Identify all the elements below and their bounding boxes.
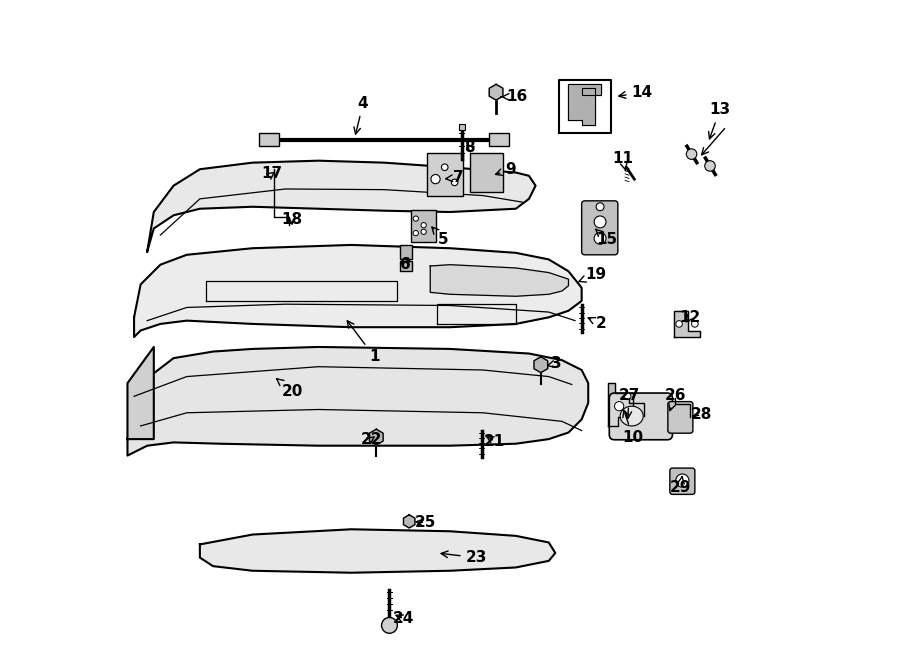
Circle shape: [413, 231, 418, 236]
Text: 28: 28: [691, 407, 712, 422]
Circle shape: [441, 164, 448, 171]
Polygon shape: [569, 84, 601, 125]
Text: 13: 13: [708, 102, 731, 139]
Text: 5: 5: [432, 227, 449, 247]
Circle shape: [421, 223, 427, 228]
Circle shape: [691, 321, 698, 327]
Polygon shape: [128, 347, 589, 455]
Circle shape: [382, 617, 397, 633]
Circle shape: [676, 474, 688, 487]
Circle shape: [431, 175, 440, 184]
Text: 26: 26: [664, 387, 686, 410]
Text: 24: 24: [393, 611, 415, 627]
Text: 27: 27: [618, 387, 640, 418]
FancyBboxPatch shape: [581, 201, 617, 254]
Bar: [459, 124, 465, 130]
Polygon shape: [534, 357, 548, 373]
Text: 25: 25: [414, 515, 436, 530]
Text: 21: 21: [484, 434, 506, 449]
Circle shape: [413, 216, 418, 221]
Text: 23: 23: [441, 550, 487, 565]
Text: 14: 14: [619, 85, 652, 100]
Text: 29: 29: [670, 477, 691, 494]
Polygon shape: [430, 264, 569, 296]
Polygon shape: [403, 515, 415, 528]
Text: 1: 1: [347, 321, 380, 364]
Polygon shape: [490, 85, 503, 100]
FancyBboxPatch shape: [609, 393, 672, 440]
Text: 15: 15: [596, 229, 617, 247]
Text: 17: 17: [262, 167, 283, 181]
Bar: [490, 133, 509, 146]
Polygon shape: [674, 311, 700, 337]
Polygon shape: [369, 429, 383, 445]
Bar: [400, 260, 412, 271]
Text: 8: 8: [464, 140, 475, 155]
Polygon shape: [608, 383, 633, 426]
Text: 3: 3: [547, 356, 562, 371]
Bar: [410, 210, 436, 242]
Bar: [470, 153, 503, 192]
Polygon shape: [148, 161, 535, 252]
Circle shape: [594, 233, 606, 245]
Circle shape: [596, 203, 604, 211]
Text: 9: 9: [496, 162, 516, 176]
Circle shape: [615, 402, 624, 410]
Text: 11: 11: [612, 151, 633, 171]
Text: 20: 20: [276, 379, 302, 399]
Polygon shape: [200, 529, 555, 572]
Bar: [259, 133, 279, 146]
Circle shape: [594, 216, 606, 228]
Text: 2: 2: [589, 317, 607, 331]
Ellipse shape: [620, 407, 643, 426]
Circle shape: [421, 229, 427, 235]
FancyBboxPatch shape: [670, 468, 695, 494]
Text: 10: 10: [623, 410, 644, 445]
Circle shape: [687, 149, 697, 159]
Polygon shape: [128, 347, 154, 439]
Polygon shape: [134, 245, 581, 337]
Circle shape: [451, 179, 458, 186]
Bar: [400, 245, 412, 259]
Circle shape: [705, 161, 716, 171]
Text: 19: 19: [579, 267, 607, 282]
Text: 16: 16: [501, 89, 527, 104]
Circle shape: [625, 393, 631, 400]
Text: 18: 18: [282, 212, 302, 227]
Text: 6: 6: [400, 257, 410, 272]
Bar: [427, 153, 464, 196]
Text: 7: 7: [446, 171, 464, 185]
FancyBboxPatch shape: [668, 402, 693, 433]
Circle shape: [676, 321, 682, 327]
Text: 22: 22: [360, 432, 382, 447]
Text: 4: 4: [354, 96, 368, 134]
Text: 12: 12: [679, 310, 700, 325]
